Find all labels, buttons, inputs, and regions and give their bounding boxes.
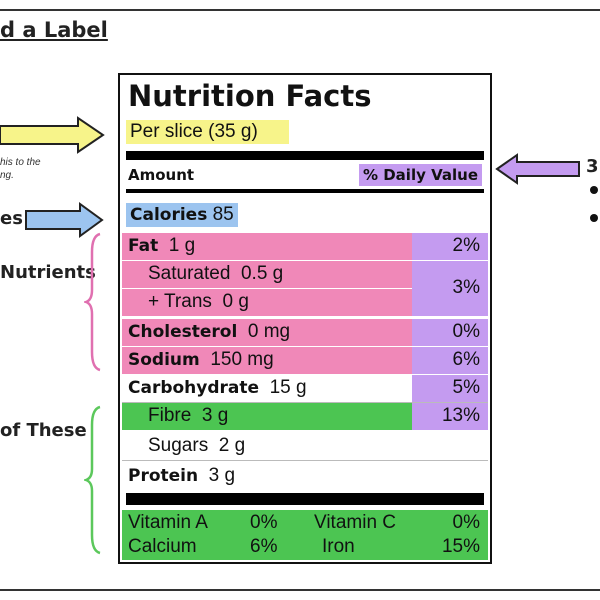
nutrient-row: Sugars 2 g [120, 433, 490, 461]
nutrients-side-label: Nutrients [0, 262, 96, 283]
nutrient-amount: 150 mg [210, 349, 274, 370]
nutrient-row: Cholesterol 0 mg 0% [120, 319, 490, 347]
nutrition-label: Nutrition Facts Per slice (35 g) Amount%… [118, 73, 492, 564]
daily-value-pct: 3% [452, 277, 480, 298]
yellow-arrow-icon [0, 116, 105, 154]
row-highlight [122, 347, 412, 374]
nutrient-amount: 0 g [222, 291, 249, 312]
pct-highlight [412, 233, 488, 260]
calories-side-label: es [0, 208, 23, 229]
nutrient-name: Fat [128, 236, 159, 256]
amount-header: Amount [128, 166, 195, 184]
nutrient-amount: 0 mg [247, 321, 291, 342]
nutrient-amount: 2 g [218, 435, 246, 456]
row-divider [122, 460, 488, 461]
vitamins-section: Vitamin A 0% Vitamin C 0% Calcium 6% Iro… [122, 510, 488, 560]
serving-size: Per slice (35 g) [126, 120, 289, 144]
thick-rule [126, 151, 484, 160]
daily-value-pct: 5% [452, 377, 480, 398]
label-title: Nutrition Facts [128, 79, 372, 113]
nutrient-name: Sugars [148, 435, 209, 456]
pct-highlight [412, 403, 488, 430]
pct-highlight [412, 347, 488, 374]
nutrient-row: Protein 3 g [120, 463, 490, 491]
page-heading: d a Label [0, 18, 108, 42]
daily-value-header: % Daily Value [358, 164, 482, 186]
nutrient-name: Fibre [148, 405, 192, 426]
thick-rule [126, 493, 484, 505]
pct-highlight [412, 375, 488, 402]
nutrient-name: Carbohydrate [128, 378, 260, 398]
nutrient-row: Saturated 0.5 g 3% [120, 261, 490, 316]
frame-bottom-line [0, 589, 600, 591]
nutrient-name: Sodium [128, 350, 200, 370]
pct-highlight [412, 319, 488, 346]
nutrient-amount: 15 g [269, 377, 307, 398]
nutrient-amount: 3 g [208, 465, 236, 486]
daily-value-pct: 6% [452, 349, 480, 370]
nutrient-row: Fibre 3 g 13% [120, 403, 490, 431]
row-highlight [122, 319, 412, 346]
blue-arrow-icon [25, 202, 104, 238]
right-number: 3 [586, 156, 599, 177]
green-brace-icon [84, 405, 101, 555]
daily-value-pct: 0% [452, 321, 480, 342]
row-highlight [122, 289, 412, 316]
daily-value-pct: 2% [452, 235, 480, 256]
nutrient-row: + Trans 0 g [120, 289, 490, 317]
nutrient-amount: 1 g [168, 235, 196, 256]
these-side-label: of These [0, 420, 87, 441]
nutrient-row: Fat 1 g 2% [120, 233, 490, 261]
nutrient-amount: 3 g [201, 405, 229, 426]
nutrient-name: Cholesterol [128, 322, 238, 342]
nutrient-name: Protein [128, 466, 199, 486]
pct-highlight [412, 261, 488, 316]
calories-row: Calories 85 [126, 203, 238, 227]
nutrient-row: Carbohydrate 15 g 5% [120, 375, 490, 403]
bullet-icon [590, 186, 598, 194]
nutrient-row: Sodium 150 mg 6% [120, 347, 490, 375]
frame-top-line [0, 9, 600, 11]
row-highlight [122, 261, 412, 288]
pink-brace-icon [84, 232, 101, 372]
daily-value-pct: 13% [441, 405, 480, 426]
purple-arrow-icon [495, 153, 580, 185]
bullet-icon [590, 214, 598, 222]
row-highlight [122, 403, 412, 430]
serving-note: his to the ng. [0, 157, 41, 181]
nutrient-amount: 0.5 g [240, 263, 284, 284]
nutrient-name: Saturated [148, 263, 231, 284]
nutrient-name: + Trans [148, 291, 212, 312]
row-divider [122, 402, 488, 403]
rule [126, 189, 484, 193]
row-highlight [122, 233, 412, 260]
